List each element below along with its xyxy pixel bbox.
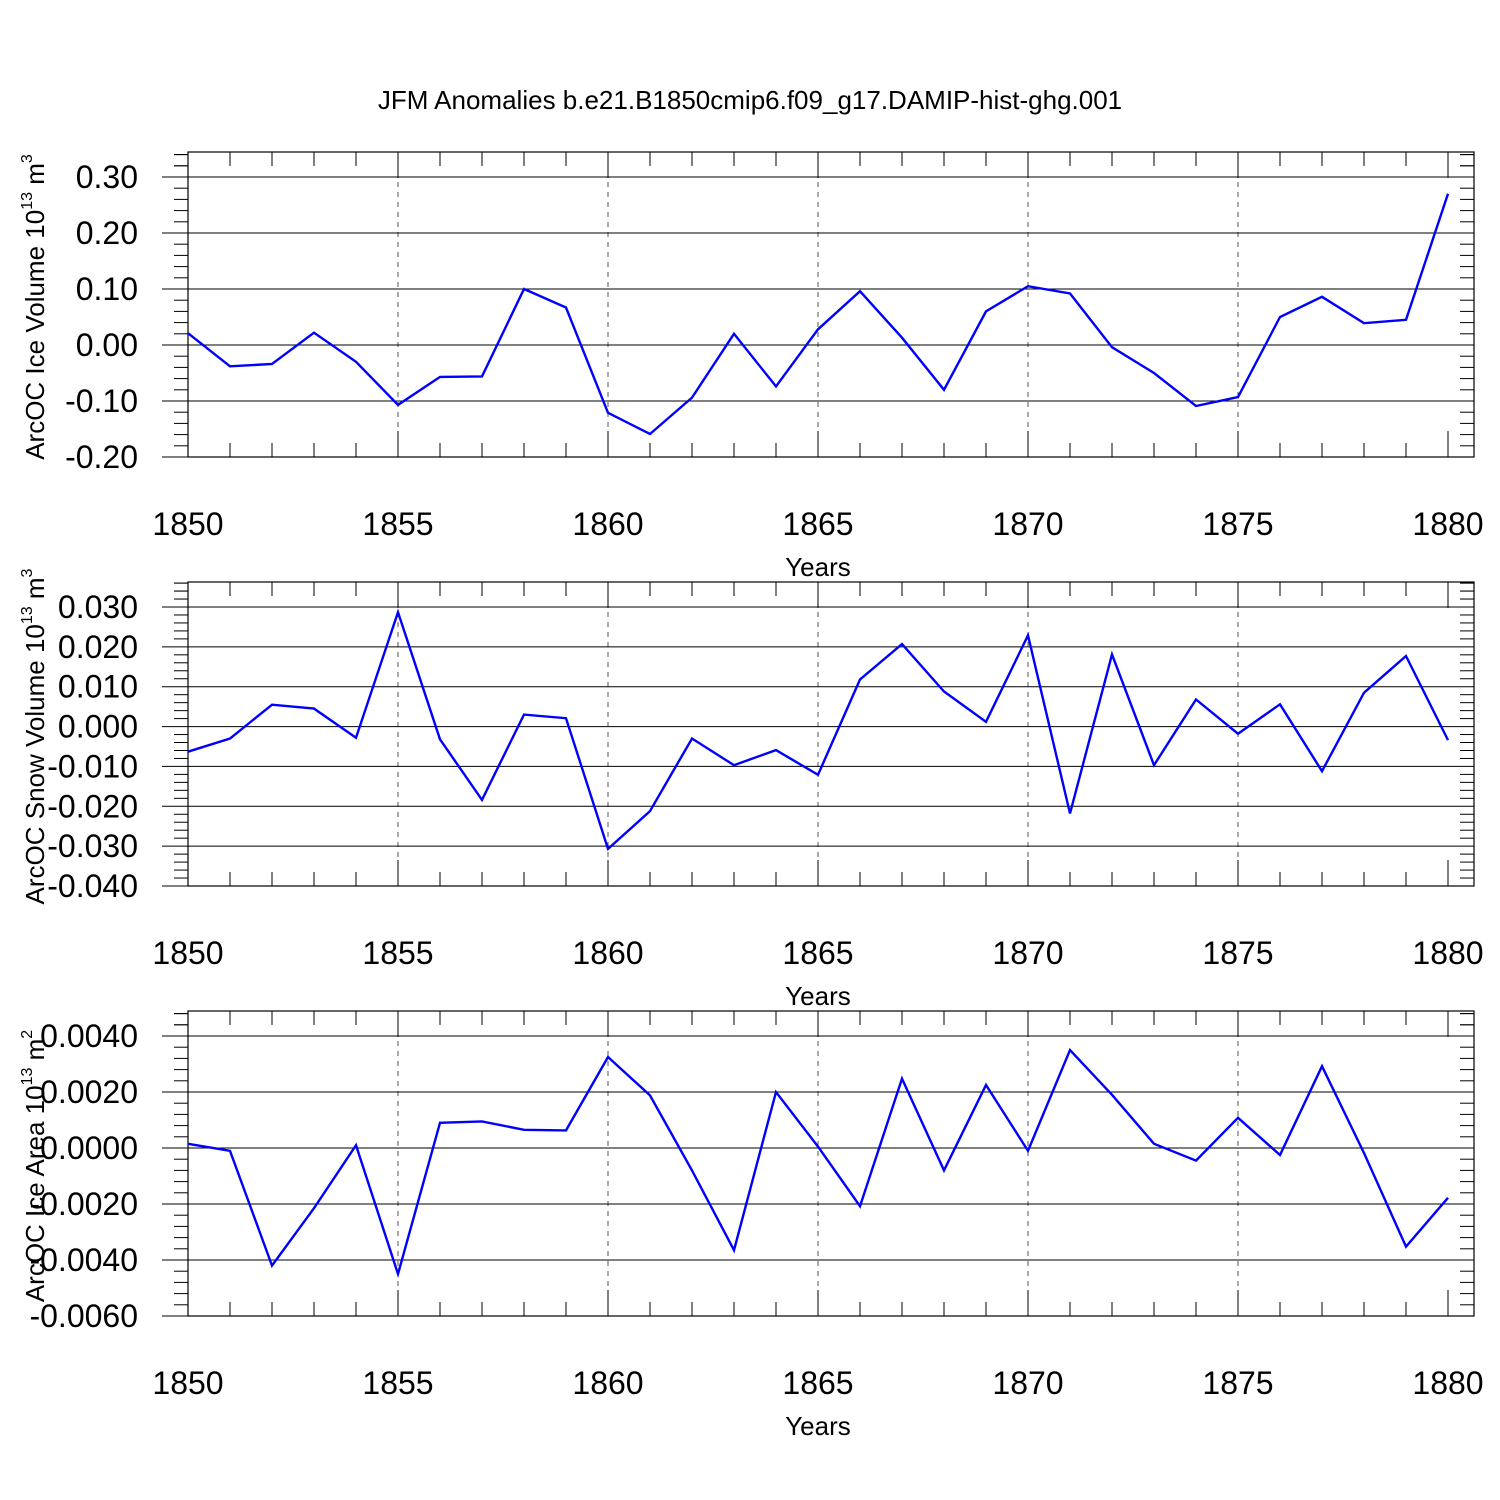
- y-tick-label: 0.020: [58, 629, 138, 665]
- x-tick-label: 1880: [1412, 935, 1483, 971]
- x-tick-label: 1860: [572, 1365, 643, 1401]
- x-tick-label: 1880: [1412, 506, 1483, 542]
- x-tick-label: 1875: [1202, 506, 1273, 542]
- y-tick-label: -0.0060: [29, 1298, 138, 1334]
- y-tick-label: 0.0020: [40, 1074, 138, 1110]
- x-tick-label: 1875: [1202, 1365, 1273, 1401]
- series-line: [187, 1047, 1449, 1279]
- x-axis-label: Years: [785, 981, 851, 1011]
- y-tick-label: 0.0040: [40, 1018, 138, 1054]
- y-tick-label: 0.010: [58, 669, 138, 705]
- series-line: [187, 608, 1450, 852]
- y-tick-label: 0.20: [76, 215, 138, 251]
- y-tick-label: -0.0020: [29, 1186, 138, 1222]
- y-axis-label: ArcOC Snow Volume 1013 m3: [19, 568, 50, 904]
- x-tick-label: 1865: [782, 1365, 853, 1401]
- plot-frame: [187, 151, 1475, 458]
- y-tick-label: -0.20: [65, 439, 138, 475]
- x-tick-label: 1850: [152, 935, 223, 971]
- x-tick-label: 1875: [1202, 935, 1273, 971]
- ice-volume-panel: -0.20 -0.10 0.00 0.10 0.20 0.30 1850 1855 1860 18…: [19, 151, 1484, 582]
- x-tick-label: 1855: [362, 1365, 433, 1401]
- x-tick-label: 1870: [992, 935, 1063, 971]
- y-tick-label: 0.0000: [40, 1130, 138, 1166]
- y-tick-label: 0.00: [76, 327, 138, 363]
- series-line: [187, 193, 1450, 436]
- y-tick-label: -0.0040: [29, 1242, 138, 1278]
- plot-frame: [187, 581, 1475, 887]
- y-tick-label: 0.30: [76, 159, 138, 195]
- figure-title: JFM Anomalies b.e21.B1850cmip6.f09_g17.D…: [378, 85, 1122, 115]
- y-tick-label: -0.020: [47, 788, 138, 824]
- y-tick-label: -0.010: [47, 748, 138, 784]
- x-tick-label: 1870: [992, 1365, 1063, 1401]
- y-tick-label: 0.000: [58, 709, 138, 745]
- y-tick-label: -0.030: [47, 828, 138, 864]
- y-tick-label: -0.10: [65, 383, 138, 419]
- x-tick-label: 1880: [1412, 1365, 1483, 1401]
- y-tick-label: 0.030: [58, 589, 138, 625]
- x-tick-label: 1855: [362, 506, 433, 542]
- x-tick-label: 1870: [992, 506, 1063, 542]
- x-tick-label: 1860: [572, 506, 643, 542]
- x-axis-label: Years: [785, 1411, 851, 1441]
- x-tick-label: 1860: [572, 935, 643, 971]
- x-tick-label: 1850: [152, 506, 223, 542]
- ice-area-panel: -0.0060 -0.0040 -0.0020 0.0000 0.0020 0.0040 1…: [19, 1010, 1484, 1441]
- y-axis-label: ArcOC Ice Volume 1013 m3: [19, 154, 50, 460]
- x-tick-label: 1850: [152, 1365, 223, 1401]
- y-tick-label: 0.10: [76, 271, 138, 307]
- x-tick-label: 1865: [782, 935, 853, 971]
- y-tick-label: -0.040: [47, 868, 138, 904]
- x-tick-label: 1855: [362, 935, 433, 971]
- x-axis-label: Years: [785, 552, 851, 582]
- y-axis-label: ArcOC Ice Area 1013 m2: [19, 1030, 50, 1302]
- x-tick-label: 1865: [782, 506, 853, 542]
